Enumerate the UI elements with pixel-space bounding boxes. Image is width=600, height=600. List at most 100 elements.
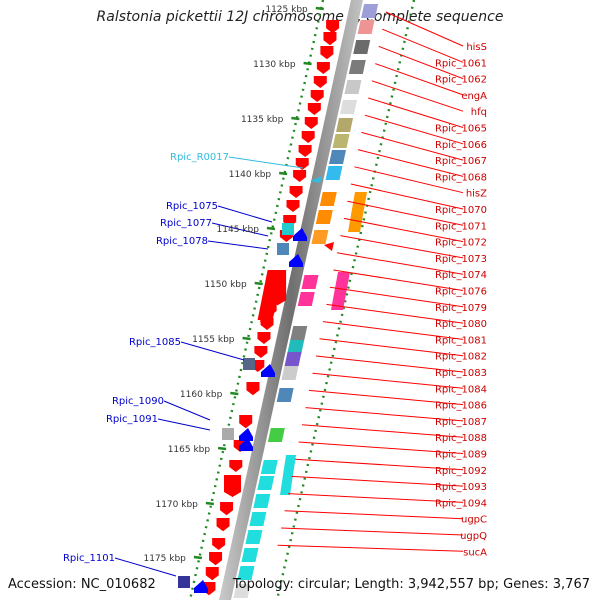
gene-box-reverse <box>277 243 289 255</box>
gene-label-right: Rpic_1062 <box>435 75 487 86</box>
cog-category-box <box>348 60 366 74</box>
tick-label: 1135 kbp <box>241 115 284 125</box>
connector-right <box>333 269 464 291</box>
gene-label-left: Rpic_1090 <box>112 396 164 407</box>
cog-category-box <box>311 230 329 244</box>
ruler-right-dotted <box>275 0 416 600</box>
gene-arrow-forward <box>257 332 271 344</box>
cog-category-box <box>332 134 350 148</box>
connector-left <box>114 557 177 577</box>
gene-label-right: Rpic_1071 <box>435 221 487 232</box>
cog-category-box <box>301 275 319 289</box>
gene-label-right: Rpic_1084 <box>435 384 487 395</box>
topology-text: Topology: circular; Length: 3,942,557 bp… <box>232 577 590 592</box>
ruler-left-dotted <box>188 0 325 600</box>
cog-category-box <box>253 494 271 508</box>
gene-box-reverse <box>222 428 234 440</box>
gene-label-left: Rpic_1075 <box>166 201 218 212</box>
tick-mark <box>193 555 203 560</box>
cog-category-box <box>260 460 278 474</box>
connector-right <box>302 424 464 438</box>
gene-arrow-forward <box>254 346 268 358</box>
gene-label-left: Rpic_1078 <box>156 236 208 247</box>
cog-category-box <box>237 566 255 580</box>
tick-mark <box>315 6 324 11</box>
tick-label: 1170 kbp <box>155 500 198 510</box>
gene-arrow-forward <box>246 382 260 396</box>
connector-right <box>329 286 464 308</box>
gene-label-right: Rpic_1089 <box>435 450 487 461</box>
tick-mark <box>303 61 312 66</box>
connector-right <box>361 131 464 161</box>
gene-arrow-forward <box>320 46 334 60</box>
cog-category-box <box>344 80 362 94</box>
connector-right <box>336 252 464 275</box>
gene-label-right: Rpic_1072 <box>435 238 487 249</box>
gene-arrow-forward <box>307 103 321 115</box>
gene-arrow-forward <box>216 518 230 532</box>
gene-label-left: Rpic_R0017 <box>170 152 229 163</box>
rna-arrow <box>310 176 322 183</box>
gene-label-right: Rpic_1093 <box>435 482 487 493</box>
connector-right <box>284 510 464 520</box>
cog-category-box <box>233 584 251 598</box>
connector-left <box>211 222 269 237</box>
backbone <box>219 0 363 600</box>
gene-arrow-forward <box>298 145 312 157</box>
tick-label: 1175 kbp <box>143 554 186 564</box>
cog-block-magenta <box>331 272 350 310</box>
connector-right <box>375 63 464 96</box>
gene-block-forward <box>259 282 282 322</box>
connector-right <box>288 493 464 503</box>
connector-right <box>315 355 464 373</box>
connector-right <box>291 475 464 487</box>
gene-arrow-forward <box>316 62 330 74</box>
gene-label-right: Rpic_1092 <box>435 466 487 477</box>
gene-arrow-forward <box>301 131 315 143</box>
gene-label-left: Rpic_1077 <box>160 218 212 229</box>
gene-label-right: Rpic_1070 <box>435 205 487 216</box>
connector-right <box>326 303 464 324</box>
tick-label: 1165 kbp <box>168 445 211 455</box>
cog-category-box <box>361 4 379 18</box>
gene-label-right: Rpic_1094 <box>435 498 487 509</box>
gene-label-left: Rpic_1091 <box>106 414 158 425</box>
cog-category-box <box>297 292 315 306</box>
gene-arrow-reverse <box>261 364 275 377</box>
connector-right <box>357 149 464 177</box>
connector-right <box>298 441 464 454</box>
tick-mark <box>291 116 300 121</box>
gene-label-right: Rpic_1073 <box>435 254 487 265</box>
feature-tracks <box>178 4 379 598</box>
cog-category-box <box>340 100 357 114</box>
gene-arrow-reverse <box>289 254 303 267</box>
connector-left <box>157 418 211 431</box>
gene-arrow-forward <box>326 20 340 34</box>
cog-block-orange <box>348 192 367 232</box>
connector-right <box>277 544 464 552</box>
map-title: Ralstonia pickettii 12J chromosome 1, co… <box>96 9 504 25</box>
cog-category-box <box>284 352 302 366</box>
cog-category-box <box>241 548 259 562</box>
connector-right <box>368 97 464 128</box>
gene-arrow-reverse <box>239 438 253 451</box>
gene-label-right: hfq <box>471 107 487 118</box>
gene-arrow-forward <box>239 415 253 429</box>
gene-label-right: Rpic_1083 <box>435 368 487 379</box>
gene-label-right: Rpic_1080 <box>435 319 487 330</box>
gene-label-right: Rpic_1076 <box>435 287 487 298</box>
tick-mark <box>242 336 251 341</box>
cog-category-box <box>315 210 333 224</box>
cog-category-box <box>249 512 267 526</box>
gene-arrow-forward <box>212 538 226 550</box>
connector-left <box>180 341 245 361</box>
cog-category-box <box>276 388 294 402</box>
gene-label-right: Rpic_1065 <box>435 124 487 135</box>
connector-right <box>364 114 464 145</box>
connector-right <box>382 28 464 63</box>
label-connectors <box>114 11 464 577</box>
gene-label-right: Rpic_1079 <box>435 303 487 314</box>
connector-right <box>295 458 464 471</box>
tick-mark <box>230 391 239 396</box>
gene-box-reverse <box>282 223 294 235</box>
